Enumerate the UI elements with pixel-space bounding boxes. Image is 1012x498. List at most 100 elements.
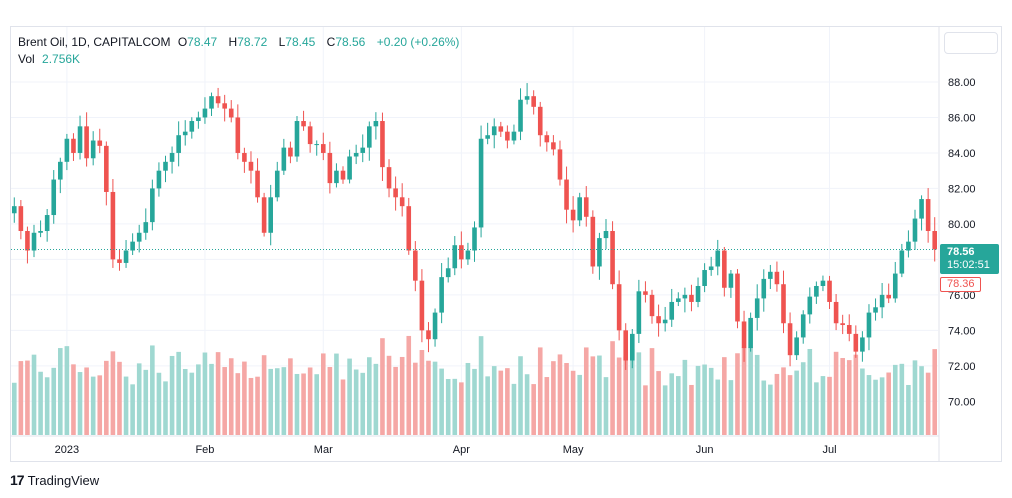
candle-body [25, 231, 30, 251]
candle-body [406, 206, 412, 251]
volume-bar [505, 368, 510, 435]
x-tick-label: Jun [696, 444, 714, 456]
candle-body [735, 273, 740, 322]
candle-body [340, 170, 346, 180]
tradingview-brand[interactable]: 17 TradingView [10, 472, 99, 488]
volume-bar [281, 367, 287, 435]
volume-bar [531, 384, 536, 435]
volume-bar [544, 377, 550, 435]
volume-bar [419, 350, 425, 435]
candle-body [564, 179, 569, 210]
candle-body [814, 285, 819, 297]
volume-bar [163, 381, 168, 435]
candle-body [31, 232, 37, 251]
candle-body [11, 206, 17, 214]
candle-body [478, 138, 484, 228]
candle-body [616, 284, 622, 331]
candle-body [879, 294, 885, 308]
candle-body [524, 96, 530, 100]
y-tick-label: 84.00 [948, 148, 976, 160]
candle-body [676, 298, 681, 302]
volume-bar [623, 356, 629, 435]
volume-bar [860, 368, 865, 435]
candle-body [320, 144, 326, 153]
volume-bar [656, 371, 661, 435]
volume-bar [432, 361, 438, 435]
volume-bar [570, 370, 576, 435]
candle-body [570, 209, 576, 221]
volume-bar [235, 373, 241, 435]
volume-bar [774, 373, 780, 435]
volume-bar [143, 369, 149, 435]
candle-body [505, 131, 510, 141]
volume-bar [386, 355, 392, 435]
volume-bar [399, 356, 405, 435]
candle-body [169, 152, 175, 162]
volume-bar [814, 382, 819, 435]
volume-bar [209, 363, 214, 435]
candle-body [380, 121, 385, 168]
candle-body [143, 222, 149, 233]
volume-bar [130, 384, 135, 435]
x-tick-label: 2023 [55, 444, 79, 456]
volume-bar [104, 360, 109, 435]
candle-body [518, 99, 523, 132]
current-price-value: 78.56 [947, 246, 975, 258]
candle-body [860, 337, 865, 352]
volume-bar [58, 348, 63, 435]
x-tick-label: Jul [822, 444, 836, 456]
volume-bar [301, 373, 306, 435]
volume-bar [669, 373, 675, 435]
volume-bar [557, 354, 563, 435]
candle-body [182, 131, 188, 136]
volume-bar [327, 367, 333, 435]
y-tick-label: 86.00 [948, 112, 976, 124]
volume-bar [452, 378, 458, 435]
volume-bar [932, 349, 938, 435]
volume-bar [715, 379, 721, 435]
volume-bar [64, 346, 70, 435]
y-tick-label: 72.00 [948, 361, 976, 373]
volume-bar [629, 349, 635, 435]
volume-bar [242, 361, 247, 435]
volume-legend: Vol 2.756K [18, 52, 84, 66]
volume-bar [84, 367, 89, 435]
volume-bar [491, 366, 497, 435]
candle-body [472, 227, 477, 251]
volume-bar [524, 374, 530, 435]
candle-body [136, 232, 142, 242]
volume-bar [722, 357, 727, 435]
volume-bar [925, 372, 931, 435]
candle-body [682, 294, 688, 299]
candle-body [715, 250, 721, 267]
volume-bar [682, 359, 688, 435]
volume-bar [748, 346, 753, 435]
candle-body [71, 138, 76, 153]
volume-bar [498, 370, 504, 435]
candle-body [629, 333, 635, 361]
volume-bar [610, 341, 615, 435]
bar-countdown: 15:02:51 [947, 259, 990, 271]
candle-body [906, 241, 911, 251]
candle-body [537, 106, 543, 136]
volume-bar [662, 385, 668, 435]
volume-bar [590, 356, 596, 435]
volume-bar [176, 351, 181, 435]
volume-bar [768, 384, 773, 435]
candle-body [722, 250, 727, 288]
previous-close-label: 78.36 [940, 277, 981, 292]
candle-body [222, 103, 227, 109]
chart-settings-box[interactable] [944, 32, 998, 54]
volume-bar [820, 376, 826, 435]
volume-bar [202, 352, 208, 435]
candle-body [669, 301, 675, 320]
candle-body [51, 179, 57, 216]
candle-body [58, 161, 63, 180]
legend-high-label: H [228, 35, 238, 49]
candle-body [689, 294, 694, 302]
volume-bar [123, 376, 129, 435]
candle-body [196, 117, 201, 122]
candle-body [511, 131, 517, 141]
candle-body [800, 314, 806, 338]
